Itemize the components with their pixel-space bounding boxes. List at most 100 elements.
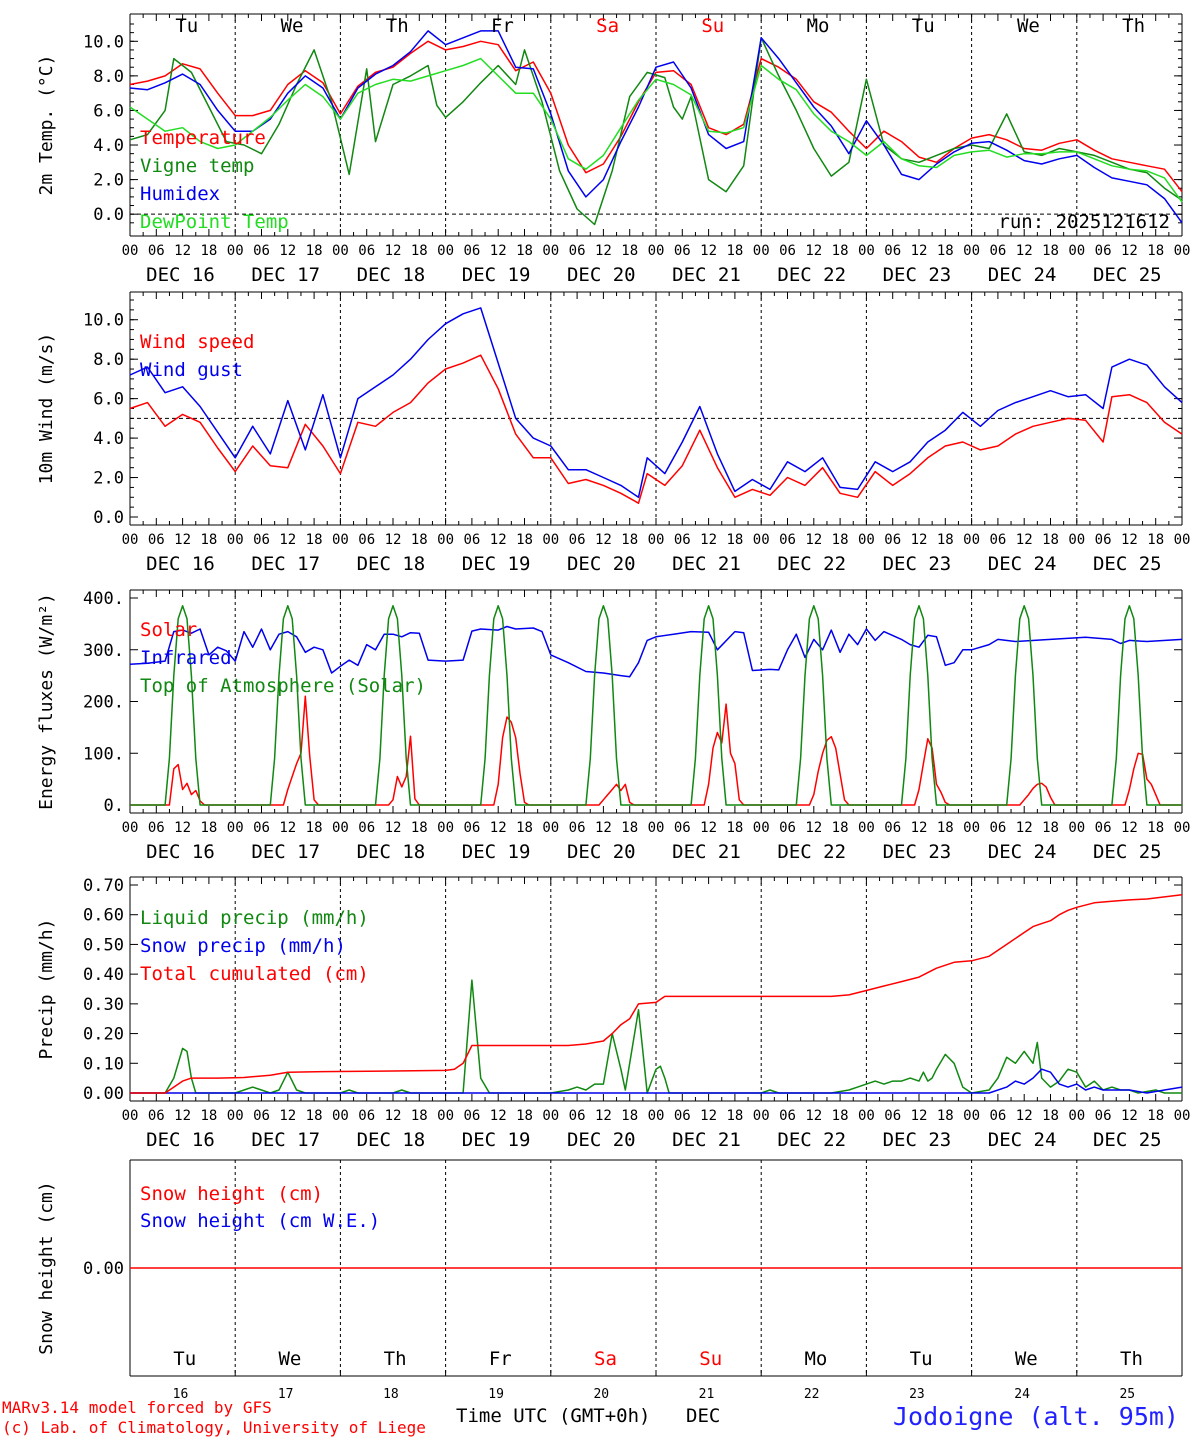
date-label: DEC 22: [777, 1129, 846, 1151]
hour-tick-label: 18: [1042, 820, 1059, 836]
y-tick-label: 200.: [83, 693, 124, 713]
hour-tick-label: 06: [569, 1108, 586, 1124]
hour-tick-label: 18: [411, 532, 428, 548]
hour-tick-label: 06: [1095, 532, 1112, 548]
run-annotation: run: 2025121612: [998, 211, 1170, 233]
hour-tick-label: 18: [1147, 532, 1164, 548]
legend-entry: Snow height (cm): [140, 1183, 323, 1205]
hour-tick-label: 12: [490, 820, 507, 836]
hour-tick-label: 06: [674, 532, 691, 548]
hour-tick-label: 18: [306, 243, 323, 259]
day-number: 16: [173, 1387, 189, 1402]
y-tick-label: 0.50: [83, 935, 124, 955]
date-label: DEC 20: [567, 553, 636, 575]
hour-tick-label: 18: [1147, 1108, 1164, 1124]
date-label: DEC 17: [251, 264, 320, 286]
hour-tick-label: 00: [122, 1108, 139, 1124]
y-tick-label: 2.0: [93, 171, 124, 191]
legend-entry: Wind gust: [140, 359, 243, 381]
hour-tick-label: 06: [569, 243, 586, 259]
hour-tick-label: 06: [358, 532, 375, 548]
hour-tick-label: 06: [1095, 820, 1112, 836]
y-tick-label: 0.: [104, 796, 124, 816]
hour-tick-label: 12: [911, 820, 928, 836]
day-name: Tu: [175, 15, 198, 37]
day-number: 22: [804, 1387, 820, 1402]
date-label: DEC 21: [672, 264, 741, 286]
hour-tick-label: 00: [648, 1108, 665, 1124]
date-label: DEC 21: [672, 1129, 741, 1151]
hour-tick-label: 12: [1016, 532, 1033, 548]
y-tick-label: 300.: [83, 641, 124, 661]
hour-tick-label: 18: [200, 1108, 217, 1124]
hour-tick-label: 12: [595, 1108, 612, 1124]
date-label: DEC 20: [567, 841, 636, 863]
hour-tick-label: 12: [595, 243, 612, 259]
day-name: Su: [701, 15, 724, 37]
hour-tick-label: 12: [490, 243, 507, 259]
date-label: DEC 17: [251, 553, 320, 575]
legend-entry: Total cumulated (cm): [140, 963, 369, 985]
date-label: DEC 18: [357, 841, 426, 863]
hour-tick-label: 00: [753, 820, 770, 836]
x-axis-label: Time UTC (GMT+0h): [456, 1405, 651, 1427]
model-credit: MARv3.14 model forced by GFS: [2, 1398, 272, 1417]
hour-tick-label: 06: [463, 532, 480, 548]
hour-tick-label: 06: [148, 820, 165, 836]
date-label: DEC 16: [146, 841, 215, 863]
y-tick-label: 0.60: [83, 906, 124, 926]
legend-entry: Liquid precip (mm/h): [140, 907, 369, 929]
day-number: 21: [699, 1387, 715, 1402]
hour-tick-label: 00: [122, 532, 139, 548]
y-tick-label: 10.0: [83, 311, 124, 331]
hour-tick-label: 18: [1042, 1108, 1059, 1124]
hour-tick-label: 00: [437, 1108, 454, 1124]
site-label: Jodoigne (alt. 95m): [893, 1402, 1179, 1431]
y-axis-title: 10m Wind (m/s): [36, 333, 57, 485]
y-tick-label: 6.0: [93, 101, 124, 121]
day-name: We: [1017, 15, 1040, 37]
hour-tick-label: 18: [1147, 820, 1164, 836]
hour-tick-label: 00: [963, 820, 980, 836]
hour-tick-label: 12: [911, 532, 928, 548]
hour-tick-label: 00: [542, 820, 559, 836]
hour-tick-label: 12: [279, 243, 296, 259]
series-line-total-cumulated-cm: [130, 894, 1183, 1094]
panel-5: 0.00 Snow height (cm) Snow height (cm) Snow…: [36, 1159, 1183, 1402]
y-tick-label: 4.0: [93, 136, 124, 156]
hour-tick-label: 00: [332, 820, 349, 836]
series-line-infrared: [129, 625, 1183, 678]
hour-tick-label: 18: [306, 820, 323, 836]
date-label: DEC 23: [883, 553, 952, 575]
hour-tick-label: 06: [674, 820, 691, 836]
hour-tick-label: 00: [858, 820, 875, 836]
hour-tick-label: 12: [279, 820, 296, 836]
panel-3: 0. 100. 200. 300. 400. Energy fluxes (W/m²) So…: [36, 589, 1190, 863]
hour-tick-label: 12: [174, 532, 191, 548]
hour-tick-label: 06: [779, 1108, 796, 1124]
hour-tick-label: 12: [700, 820, 717, 836]
y-tick-label: 0.70: [83, 876, 124, 896]
hour-tick-label: 06: [358, 243, 375, 259]
date-label: DEC 19: [462, 553, 531, 575]
hour-tick-label: 12: [700, 532, 717, 548]
y-tick-label: 0.0: [93, 508, 124, 528]
date-label: DEC 25: [1093, 841, 1162, 863]
date-label: DEC 20: [567, 264, 636, 286]
date-label: DEC 25: [1093, 553, 1162, 575]
y-tick-label: 0.10: [83, 1054, 124, 1074]
hour-tick-label: 00: [332, 243, 349, 259]
day-name: Su: [699, 1348, 722, 1370]
lab-credit: (c) Lab. of Climatology, University of L…: [2, 1418, 426, 1437]
series-line-wind-gust: [129, 307, 1183, 499]
day-number: 24: [1014, 1387, 1030, 1402]
hour-tick-label: 00: [542, 243, 559, 259]
hour-tick-label: 06: [253, 243, 270, 259]
panel-2: 0.0 2.0 4.0 6.0 8.0 10.0 10m Wind (m/s) Wind sp…: [36, 291, 1190, 575]
hour-tick-label: 00: [1068, 243, 1085, 259]
date-label: DEC 18: [357, 553, 426, 575]
day-name: Th: [1120, 1348, 1143, 1370]
hour-tick-label: 06: [884, 243, 901, 259]
date-label: DEC 24: [988, 841, 1057, 863]
date-label: DEC 22: [777, 264, 846, 286]
